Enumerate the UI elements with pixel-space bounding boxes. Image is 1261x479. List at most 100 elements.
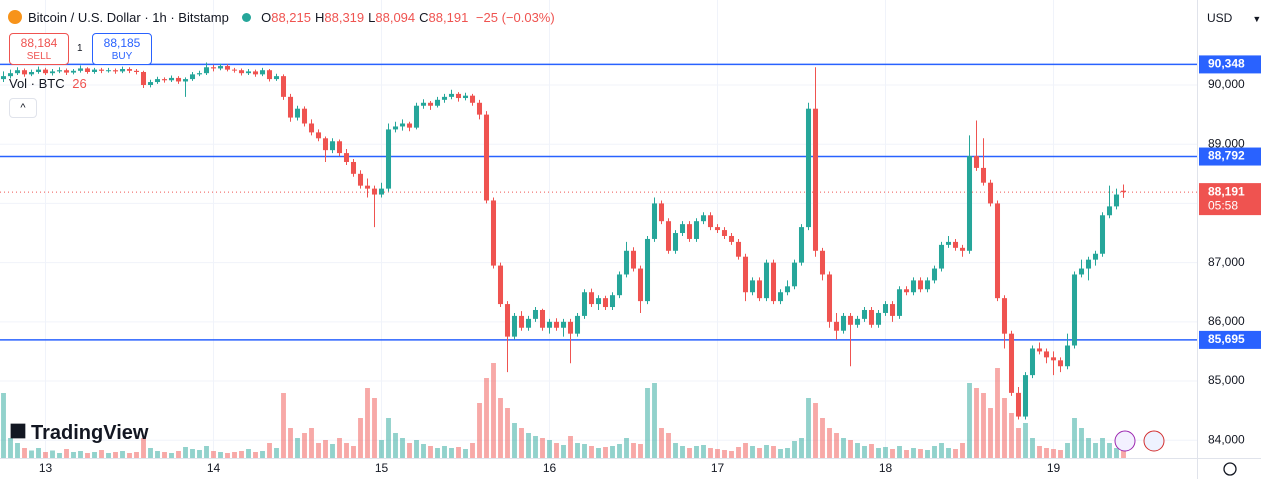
volume-bar: [603, 447, 608, 458]
volume-bar: [876, 448, 881, 458]
candle-body: [1120, 190, 1127, 193]
candle-body: [938, 244, 945, 269]
candle-body: [14, 70, 21, 74]
volume-bar: [764, 445, 769, 458]
volume-bar: [813, 403, 818, 458]
candle-body: [861, 309, 868, 319]
candle-body: [973, 156, 980, 168]
candle-body: [917, 280, 924, 290]
candle-body: [35, 69, 42, 72]
volume-bar: [778, 449, 783, 458]
volume-bar: [316, 443, 321, 458]
candle-body: [658, 203, 665, 222]
candle-body: [490, 200, 497, 266]
candle-body: [406, 123, 413, 128]
volume-bar: [526, 433, 531, 458]
volume-bar: [295, 438, 300, 458]
volume-bar: [267, 443, 272, 458]
volume-bar: [659, 428, 664, 458]
buy-button[interactable]: 88,185 BUY: [92, 33, 152, 65]
volume-bar: [540, 438, 545, 458]
dropdown-caret: ▼: [1252, 14, 1261, 24]
volume-bar: [673, 443, 678, 458]
candle-body: [504, 304, 511, 337]
candle-body: [805, 108, 812, 228]
volume-bar: [925, 450, 930, 458]
candle-body: [1092, 253, 1099, 260]
candle-body: [1001, 298, 1008, 334]
ohlc-value: 88,215: [271, 10, 311, 25]
logo-mark: ⯀: [10, 422, 26, 444]
last-price-box: [1199, 183, 1261, 216]
volume-bar: [1121, 445, 1126, 458]
candle-body: [686, 224, 693, 239]
volume-bar: [624, 438, 629, 458]
candle-body: [630, 250, 637, 269]
volume-bar: [225, 453, 230, 458]
candle-body: [1064, 345, 1071, 367]
candle-body: [350, 161, 357, 174]
volume-bar: [715, 449, 720, 458]
volume-bar: [36, 448, 41, 458]
candle-body: [42, 69, 49, 74]
sell-button[interactable]: 88,184 SELL: [9, 33, 69, 65]
symbol-title[interactable]: Bitcoin / U.S. Dollar · 1h · Bitstamp: [28, 10, 229, 25]
volume-bar: [197, 450, 202, 458]
indicator-icon[interactable]: [1114, 430, 1136, 452]
volume-bar: [743, 443, 748, 458]
volume-bar: [1086, 438, 1091, 458]
candle-body: [518, 315, 525, 328]
candle-body: [133, 70, 140, 72]
settings-icon[interactable]: [1223, 462, 1237, 476]
candle-body: [1099, 215, 1106, 254]
candle-body: [7, 73, 14, 77]
x-tick-label: 17: [711, 461, 725, 475]
candle-body: [1029, 348, 1036, 376]
candle-body: [63, 70, 70, 73]
candle-body: [1008, 333, 1015, 393]
x-tick-label: 13: [39, 461, 53, 475]
volume-bar: [561, 445, 566, 458]
volume-bar: [1107, 443, 1112, 458]
candle-body: [161, 79, 168, 81]
volume-bar: [1114, 448, 1119, 458]
currency-select[interactable]: USD ▼: [1207, 11, 1261, 25]
volume-label: Vol · BTC: [9, 76, 65, 91]
volume-bar: [512, 423, 517, 458]
volume-bar: [85, 453, 90, 458]
volume-bar: [372, 398, 377, 458]
candle-body: [714, 227, 721, 231]
volume-bar: [491, 363, 496, 458]
candle-body: [126, 69, 133, 71]
candle-body: [238, 70, 245, 74]
volume-bar: [911, 448, 916, 458]
candle-body: [112, 70, 119, 72]
volume-bar: [974, 388, 979, 458]
volume-bar: [106, 453, 111, 458]
candle-body: [672, 233, 679, 251]
flag-icon[interactable]: [1143, 430, 1165, 452]
volume-bar: [239, 451, 244, 458]
candle-body: [693, 221, 700, 239]
candle-body: [651, 203, 658, 239]
volume-bar: [71, 452, 76, 458]
candle-body: [987, 182, 994, 204]
collapse-button[interactable]: ^: [9, 98, 37, 118]
volume-bar: [498, 398, 503, 458]
y-tick-label: 89,000: [1208, 136, 1245, 150]
volume-bar: [645, 388, 650, 458]
volume-bar: [589, 446, 594, 458]
buy-price: 88,185: [103, 36, 141, 50]
candle-body: [826, 274, 833, 322]
volume-bar: [729, 451, 734, 458]
candle-body: [791, 262, 798, 287]
volume-bar: [484, 378, 489, 458]
candle-body: [140, 71, 147, 86]
volume-bar: [15, 443, 20, 458]
candle-body: [1106, 206, 1113, 216]
candle-body: [763, 262, 770, 299]
logo[interactable]: ⯀ TradingView: [10, 422, 148, 445]
volume-bar: [582, 444, 587, 458]
volume-bar: [309, 428, 314, 458]
x-tick-label: 19: [1047, 461, 1061, 475]
